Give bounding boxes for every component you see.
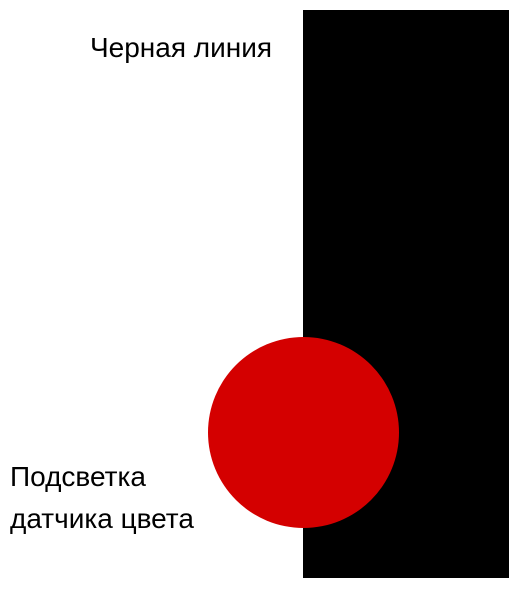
sensor-light-label-line2: датчика цвета: [10, 503, 194, 534]
sensor-light-label: Подсветка датчика цвета: [10, 456, 194, 540]
black-line-label: Черная линия: [90, 32, 273, 63]
sensor-light-label-line1: Подсветка: [10, 461, 146, 492]
color-sensor-light: [208, 337, 399, 528]
